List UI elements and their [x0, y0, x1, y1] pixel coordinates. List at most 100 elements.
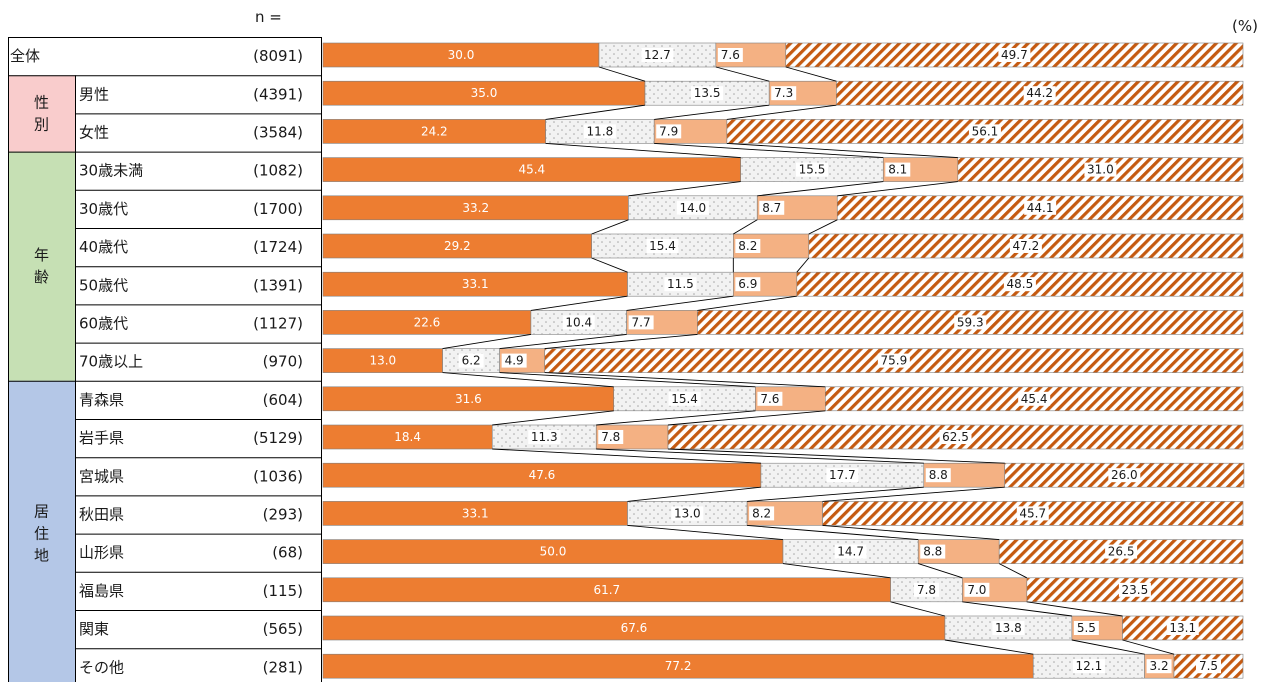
- category-label: 山形県: [79, 544, 124, 562]
- value-label: 18.4: [394, 430, 421, 444]
- connector-line: [591, 257, 628, 273]
- connector-line: [545, 142, 741, 159]
- value-label-bg: [1196, 659, 1221, 674]
- value-label: 31.6: [455, 392, 482, 406]
- value-label: 8.8: [923, 545, 942, 559]
- value-label: 8.1: [888, 163, 907, 177]
- value-label: 7.6: [721, 48, 740, 62]
- connector-line: [544, 333, 698, 350]
- group-cell-1: [8, 151, 75, 381]
- value-label-bg: [676, 200, 709, 215]
- value-label: 50.0: [540, 545, 567, 559]
- value-label: 77.2: [665, 659, 692, 673]
- category-label: 岩手県: [79, 429, 124, 447]
- value-label: 44.1: [1027, 201, 1054, 215]
- bar-segment-1: [322, 157, 741, 182]
- value-labels-layer: 30.0 12.7 7.6 49.7 35.0 13.5 7.3 44.2 24.2 11.8 7.…: [369, 48, 1221, 674]
- connector-line: [667, 410, 826, 426]
- n-value: (1391): [253, 276, 303, 294]
- bars-layer: [322, 42, 1245, 679]
- group-label-char: 住: [34, 525, 49, 543]
- value-label: 7.8: [917, 583, 936, 597]
- connector-line: [627, 486, 761, 502]
- connector-line: [628, 181, 741, 197]
- value-label: 12.1: [1076, 659, 1103, 673]
- value-label: 62.5: [942, 430, 969, 444]
- category-label: 30歳未満: [79, 162, 143, 180]
- connector-line: [626, 295, 734, 311]
- value-label-bg: [1072, 659, 1105, 674]
- category-label: 秋田県: [79, 506, 124, 524]
- value-label: 4.9: [505, 354, 524, 368]
- bar-segment-2: [491, 424, 597, 450]
- value-label-bg: [998, 48, 1031, 62]
- value-label-bg: [668, 391, 701, 406]
- connector-line: [962, 601, 1072, 617]
- value-label-bg: [717, 48, 743, 62]
- category-label: その他: [79, 658, 124, 676]
- connector-line: [822, 486, 1005, 502]
- value-label-bg: [1024, 200, 1057, 215]
- value-label: 23.5: [1122, 583, 1149, 597]
- value-label: 15.5: [799, 163, 826, 177]
- value-label-bg: [664, 277, 697, 292]
- value-label: 7.3: [774, 86, 793, 100]
- bar-segment-1: [322, 233, 592, 259]
- value-label-bg: [1166, 621, 1199, 635]
- n-value: (5129): [253, 429, 303, 447]
- n-value: (3584): [253, 124, 303, 142]
- group-label-char: 地: [34, 547, 49, 565]
- group-cell-0: [8, 75, 75, 152]
- connector-line: [998, 563, 1028, 579]
- value-label-bg: [759, 200, 785, 215]
- value-label: 45.7: [1019, 506, 1046, 520]
- n-value: (565): [263, 620, 303, 638]
- value-label: 7.6: [760, 392, 779, 406]
- connector-line: [591, 219, 629, 235]
- bar-segment-1: [322, 653, 1034, 679]
- n-value: (1700): [253, 200, 303, 218]
- value-label-bg: [671, 506, 704, 521]
- n-value: (604): [263, 391, 303, 409]
- value-label: 7.8: [601, 430, 620, 444]
- value-label: 47.6: [529, 468, 556, 482]
- connector-line: [596, 448, 924, 464]
- connector-line: [822, 524, 1000, 541]
- value-label-bg: [646, 239, 679, 253]
- connector-line: [726, 104, 837, 120]
- group-label-char: 別: [34, 115, 49, 133]
- value-label-bg: [920, 544, 946, 559]
- value-label-bg: [964, 582, 990, 597]
- value-label: 10.4: [565, 315, 592, 329]
- n-value: (970): [263, 353, 303, 371]
- value-label: 7.0: [967, 583, 986, 597]
- connector-line: [598, 66, 646, 82]
- value-label-bg: [1118, 582, 1151, 597]
- value-label: 26.5: [1108, 545, 1135, 559]
- value-label-bg: [968, 124, 1001, 139]
- value-label-bg: [598, 430, 624, 444]
- value-label-bg: [914, 582, 940, 597]
- value-label: 45.4: [1021, 392, 1048, 406]
- n-value: (1036): [253, 467, 303, 485]
- value-label-bg: [583, 124, 616, 139]
- value-label-bg: [1108, 468, 1141, 483]
- value-label: 33.2: [462, 201, 489, 215]
- value-label: 7.5: [1199, 659, 1218, 673]
- value-label: 14.0: [679, 201, 706, 215]
- connector-line: [442, 333, 531, 350]
- connector-line: [785, 66, 837, 82]
- value-label-bg: [885, 162, 911, 177]
- bar-segment-1: [322, 386, 615, 412]
- value-label: 8.2: [738, 239, 757, 253]
- group-label-char: 年: [34, 246, 49, 264]
- value-label-bg: [826, 468, 859, 483]
- connector-line: [715, 66, 770, 82]
- n-value: (68): [272, 544, 303, 562]
- connector-line: [757, 181, 884, 197]
- n-value: (115): [263, 582, 303, 600]
- category-label: 福島県: [79, 582, 124, 600]
- connector-line: [796, 257, 810, 273]
- value-label-bg: [562, 315, 595, 330]
